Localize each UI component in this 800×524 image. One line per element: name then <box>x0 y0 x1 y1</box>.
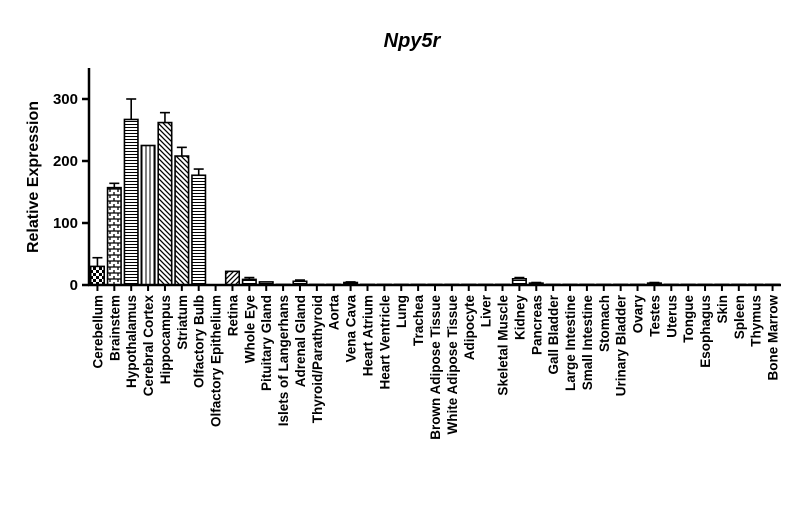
bar <box>191 174 207 286</box>
x-tick-label: Ovary <box>631 295 646 334</box>
x-tick-label: Bone Marrow <box>766 295 781 381</box>
x-tick-label: Adrenal Gland <box>293 295 308 387</box>
y-axis-label: Relative Expression <box>25 101 42 253</box>
y-axis: 0 100 200 300 <box>53 68 91 294</box>
bar <box>140 144 156 286</box>
x-tick-label: Skeletal Muscle <box>496 295 511 396</box>
x-tick-label: Heart Atrium <box>360 295 375 376</box>
x-tick-label: Hippocampus <box>158 295 173 384</box>
x-tick-label: Pituitary Gland <box>259 295 274 391</box>
x-tick-label: Lung <box>394 295 409 328</box>
x-tick-label: Trachea <box>411 295 426 347</box>
x-tick-label: Olfactory Bulb <box>192 295 207 388</box>
x-tick-label: Thymus <box>749 295 764 347</box>
x-tick-label: Cerebral Cortex <box>141 295 156 397</box>
bar <box>174 155 190 286</box>
x-tick-label: Pancreas <box>529 295 544 355</box>
bar <box>224 270 241 286</box>
x-tick-label: Small Intestine <box>580 295 595 391</box>
bars <box>89 98 781 286</box>
x-tick-label: Islets of Langerhans <box>276 295 291 426</box>
bar <box>89 265 105 286</box>
x-tick-label: Urinary Bladder <box>614 294 629 396</box>
x-tick-label: Gall Bladder <box>546 294 561 374</box>
x-tick-label: Hypothalamus <box>124 295 139 388</box>
x-tick-label: Heart Ventricle <box>377 295 392 390</box>
x-axis: Cerebellum Brainstem Hypothalamus Cerebral … <box>88 283 781 440</box>
x-tick-label: Olfactory Epithelium <box>209 295 224 427</box>
x-tick-label: White Adipose Tissue <box>445 295 460 435</box>
y-tick-label: 0 <box>70 277 78 294</box>
x-tick-label: Uterus <box>664 295 679 338</box>
x-tick-label: Retina <box>225 295 240 337</box>
x-tick-label: Stomach <box>597 295 612 352</box>
x-tick-label: Thyroid/Parathyroid <box>310 295 325 423</box>
x-tick-label: Large Intestine <box>563 295 578 392</box>
x-tick-label: Striatum <box>175 295 190 350</box>
bar <box>106 186 122 286</box>
x-tick-label: Tongue <box>681 295 696 343</box>
x-tick-label: Brainstem <box>107 295 122 361</box>
x-tick-label: Aorta <box>327 295 342 331</box>
x-tick-label: Cerebellum <box>90 295 105 369</box>
x-tick-label: Spleen <box>732 295 747 339</box>
x-tick-label: Skin <box>715 295 730 324</box>
chart-title: Npy5r <box>384 30 442 52</box>
x-tick-label: Kidney <box>512 295 527 341</box>
x-tick-label: Adipocyte <box>462 295 477 361</box>
x-tick-label: Vena Cava <box>344 295 359 363</box>
bar <box>123 118 139 286</box>
y-tick-label: 100 <box>53 215 78 232</box>
x-tick-label: Esophagus <box>698 295 713 368</box>
x-tick-label: Brown Adipose Tissue <box>428 295 443 440</box>
x-tick-label: Liver <box>479 294 494 327</box>
y-tick-label: 200 <box>53 153 78 170</box>
x-tick-label: Whole Eye <box>242 295 257 364</box>
bar <box>157 121 173 286</box>
x-tick-label: Testes <box>647 295 662 337</box>
y-tick-label: 300 <box>53 91 78 108</box>
